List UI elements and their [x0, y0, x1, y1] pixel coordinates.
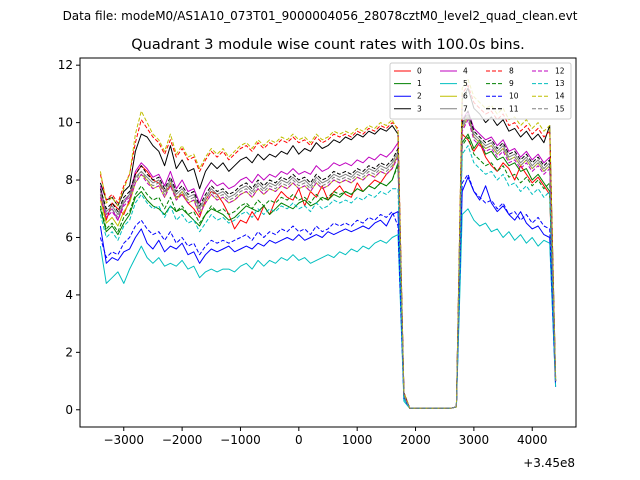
legend-label-0: 0	[417, 67, 422, 76]
y-tick-label: 12	[58, 58, 73, 72]
axes-frame	[79, 57, 577, 428]
series-line-13	[99, 145, 557, 409]
legend-label-1: 1	[417, 79, 422, 88]
legend-label-14: 14	[555, 92, 565, 101]
axes: −3000 −2000 −1000 0 1000 2000 3000 400002468101…	[58, 57, 577, 447]
chart-title: Quadrant 3 module wise count rates with …	[131, 37, 525, 53]
legend-label-6: 6	[463, 92, 468, 101]
y-tick-label: 10	[58, 116, 73, 130]
x-offset-label: +3.45e8	[523, 456, 575, 470]
series-line-8	[99, 84, 557, 409]
legend-label-8: 8	[509, 67, 514, 76]
series-line-12	[99, 119, 557, 409]
x-tick-label: 2000	[400, 433, 431, 447]
legend-box	[389, 62, 572, 120]
y-tick-label: 2	[65, 345, 73, 359]
legend-label-10: 10	[509, 92, 519, 101]
legend-label-15: 15	[555, 104, 565, 113]
suptitle: Data file: modeM0/AS1A10_073T01_90000040…	[63, 9, 578, 23]
y-tick-label: 4	[65, 288, 73, 302]
legend-label-3: 3	[417, 104, 422, 113]
legend-label-4: 4	[463, 67, 468, 76]
series-line-6	[99, 116, 557, 409]
series-line-15	[99, 116, 557, 409]
series-line-2	[99, 176, 557, 409]
series-line-10	[99, 173, 557, 409]
x-tick-label: 1000	[342, 433, 373, 447]
x-tick-label: 0	[295, 433, 303, 447]
series-line-11	[99, 110, 557, 409]
series-line-5	[99, 208, 557, 409]
series-line-7	[99, 113, 557, 409]
legend-label-11: 11	[509, 104, 519, 113]
legend-label-13: 13	[555, 79, 565, 88]
legend-label-5: 5	[463, 79, 468, 88]
x-tick-label: −1000	[220, 433, 261, 447]
legend-label-2: 2	[417, 92, 422, 101]
series-line-9	[99, 136, 557, 409]
series-line-4	[99, 110, 557, 409]
y-tick-label: 8	[65, 173, 73, 187]
x-tick-label: 4000	[517, 433, 548, 447]
y-tick-label: 6	[65, 230, 73, 244]
y-tick-label: 0	[65, 403, 73, 417]
x-tick-label: −2000	[162, 433, 203, 447]
legend-label-12: 12	[555, 67, 565, 76]
x-tick-label: 3000	[459, 433, 490, 447]
series-line-14	[99, 79, 557, 409]
x-tick-label: −3000	[103, 433, 144, 447]
legend-label-9: 9	[509, 79, 514, 88]
plot-area	[99, 79, 557, 409]
legend-label-7: 7	[463, 104, 468, 113]
